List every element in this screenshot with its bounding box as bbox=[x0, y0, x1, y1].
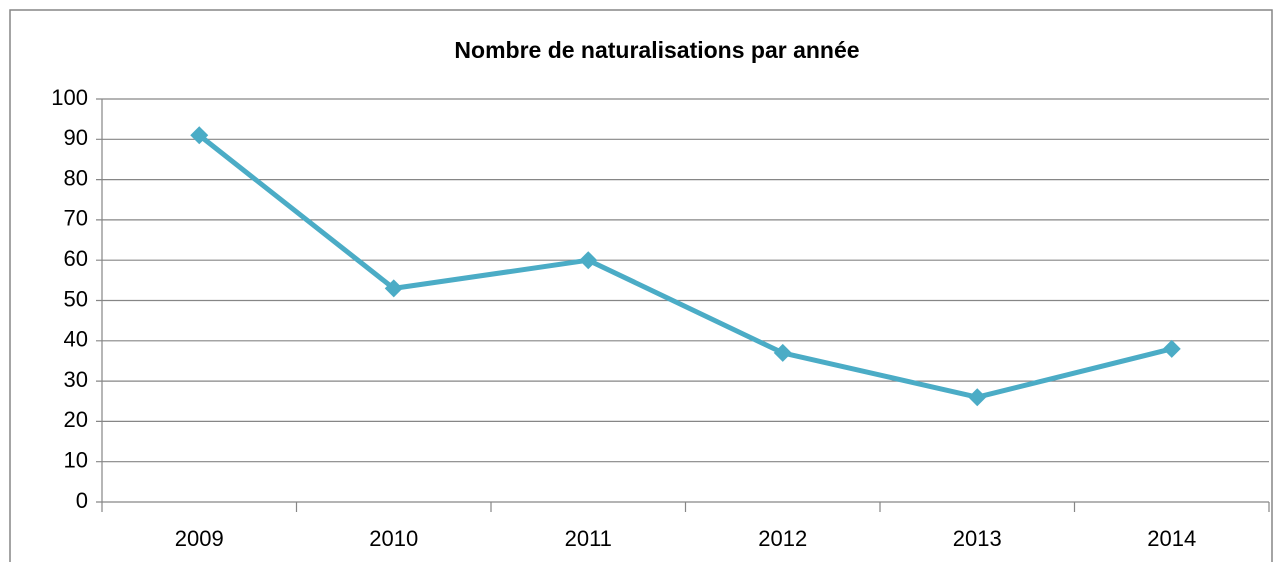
y-tick-label: 70 bbox=[64, 206, 88, 231]
x-tick-label: 2014 bbox=[1147, 526, 1196, 551]
data-point bbox=[190, 126, 209, 145]
y-tick-label: 100 bbox=[51, 85, 88, 110]
data-point bbox=[773, 343, 792, 362]
x-tick-label: 2013 bbox=[953, 526, 1002, 551]
data-point bbox=[384, 279, 403, 298]
x-tick-label: 2012 bbox=[758, 526, 807, 551]
data-point bbox=[968, 388, 987, 407]
y-tick-label: 0 bbox=[76, 488, 88, 513]
chart-title: Nombre de naturalisations par année bbox=[454, 37, 859, 63]
y-tick-label: 60 bbox=[64, 246, 88, 271]
y-tick-label: 10 bbox=[64, 448, 88, 473]
y-tick-label: 90 bbox=[64, 125, 88, 150]
data-line bbox=[197, 133, 1173, 400]
data-point bbox=[579, 251, 598, 270]
x-tick-label: 2009 bbox=[175, 526, 224, 551]
y-tick-label: 30 bbox=[64, 367, 88, 392]
data-point bbox=[1162, 339, 1181, 358]
y-tick-label: 40 bbox=[64, 327, 88, 352]
y-tick-label: 20 bbox=[64, 407, 88, 432]
x-tick-label: 2010 bbox=[369, 526, 418, 551]
y-tick-label: 50 bbox=[64, 286, 88, 311]
y-tick-label: 80 bbox=[64, 165, 88, 190]
x-tick-label: 2011 bbox=[565, 526, 612, 551]
